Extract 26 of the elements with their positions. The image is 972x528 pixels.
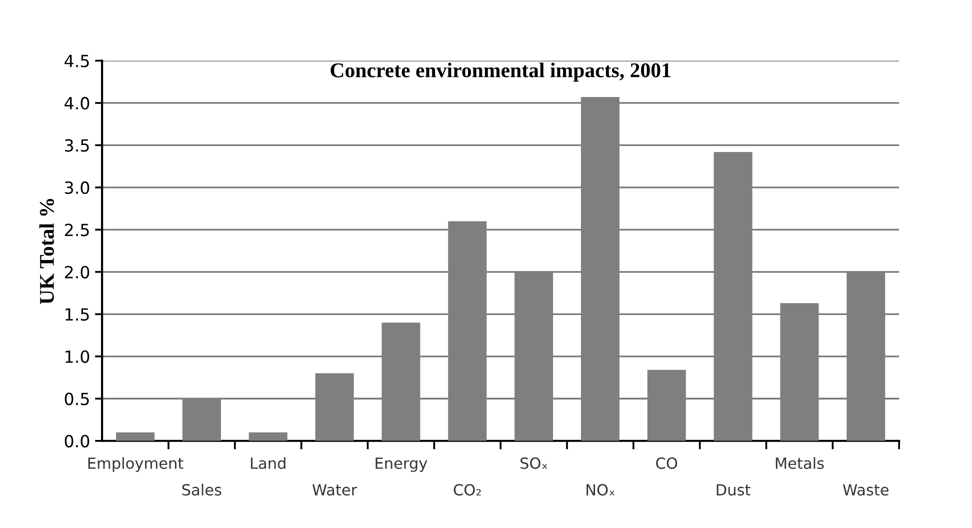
bar — [116, 432, 155, 441]
x-tick-label: CO — [656, 457, 678, 469]
x-tick-label: NOₓ — [586, 484, 615, 496]
y-tick-label: 2.0 — [64, 266, 90, 278]
x-tick-label: Energy — [376, 458, 428, 472]
y-tick-label: 2.5 — [64, 224, 89, 236]
bar — [248, 432, 288, 441]
chart-title: Concrete environmental impacts, 2001 — [330, 62, 670, 82]
x-tick-label: CO₂ — [454, 484, 481, 496]
x-tick-label: Land — [250, 457, 286, 469]
x-tick-label: Water — [312, 484, 358, 496]
y-tick-label: 4.0 — [64, 96, 90, 110]
x-tick-label: Sales — [182, 484, 222, 496]
y-tick-label: 0.5 — [64, 392, 89, 406]
y-tick-label: 3.5 — [65, 139, 89, 152]
y-tick-label: 4.5 — [64, 54, 89, 68]
x-tick-label: Dust — [716, 484, 750, 496]
x-tick-label: Waste — [842, 484, 888, 496]
y-tick-label: 1.0 — [66, 350, 90, 363]
x-tick-label: SOₓ — [520, 457, 548, 469]
y-axis-title: UK Total % — [39, 198, 54, 304]
y-tick-label: 3.0 — [65, 181, 90, 194]
y-tick-label: 1.5 — [66, 308, 89, 321]
x-tick-label: Metals — [776, 457, 824, 469]
x-tick-label: Employment — [88, 457, 184, 472]
y-tick-label: 0.0 — [64, 434, 90, 448]
